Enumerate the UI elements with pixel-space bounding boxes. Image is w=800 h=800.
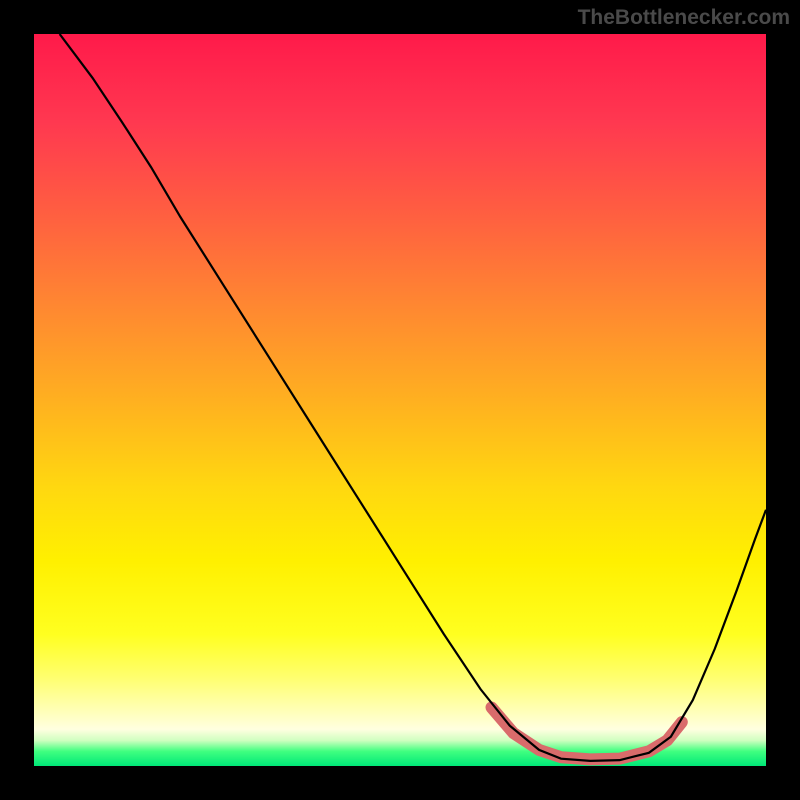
bottleneck-curve	[60, 34, 766, 761]
curve-layer	[34, 34, 766, 766]
watermark-text: TheBottlenecker.com	[578, 6, 790, 30]
plot-area	[34, 34, 766, 766]
